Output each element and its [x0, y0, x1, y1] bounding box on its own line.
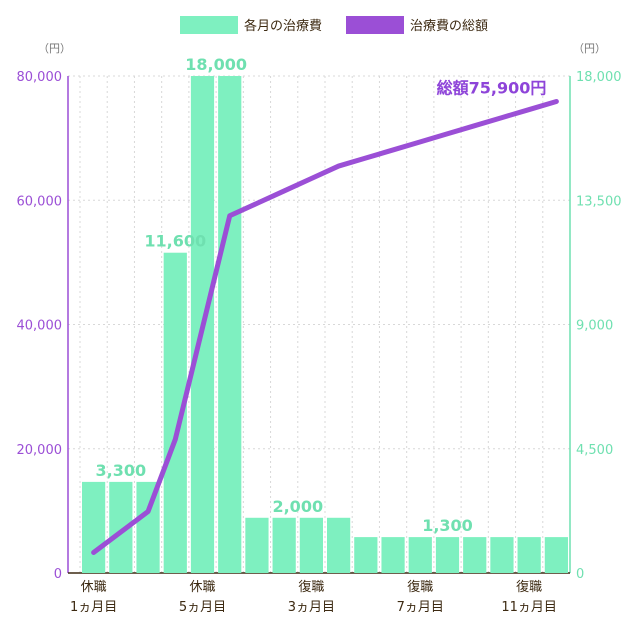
- legend: 各月の治療費 治療費の総額: [180, 16, 488, 34]
- left-tick-label: 20,000: [17, 443, 63, 458]
- bar: [490, 537, 514, 573]
- total-series-line: [91, 98, 559, 555]
- bar: [82, 481, 106, 573]
- category-labels: 休職 1ヵ月目 休職 5ヵ月目 復職 3ヵ月目 復職 7ヵ月目 復職 11ヵ月目: [70, 579, 557, 615]
- left-tick-label: 40,000: [17, 319, 63, 334]
- right-axis-unit: （円）: [573, 42, 606, 55]
- bar: [163, 252, 187, 573]
- bar: [272, 517, 296, 573]
- category-label-line1: 復職: [298, 579, 324, 595]
- data-label: 1,300: [422, 516, 473, 535]
- bar: [136, 481, 160, 573]
- bar: [463, 537, 487, 573]
- right-tick-label: 4,500: [576, 443, 613, 458]
- total-label: 総額75,900円: [437, 78, 547, 97]
- right-tick-label: 18,000: [576, 70, 622, 85]
- data-label: 11,600: [144, 232, 206, 251]
- bar: [327, 517, 351, 573]
- total-line: [91, 98, 559, 555]
- bar: [354, 537, 378, 573]
- data-label: 2,000: [272, 497, 323, 516]
- legend-swatch-total: [346, 16, 404, 34]
- category-label-line1: 休職: [189, 580, 215, 595]
- left-axis-unit: （円）: [38, 42, 71, 55]
- bar: [381, 537, 405, 573]
- tick-labels: 80,000 60,000 40,000 20,000 0 18,000 13,500 9,0…: [17, 70, 622, 582]
- category-label-line2: 11ヵ月目: [501, 600, 557, 615]
- right-tick-label: 13,500: [576, 194, 622, 209]
- bar: [245, 517, 269, 573]
- bar: [408, 537, 432, 573]
- bar: [299, 517, 323, 573]
- bar: [544, 537, 568, 573]
- data-labels: 3,300 11,600 18,000 2,000 1,300 総額75,900円: [96, 55, 547, 535]
- right-tick-label: 0: [576, 567, 584, 582]
- category-label-line1: 休職: [81, 580, 107, 595]
- bars: [82, 76, 568, 573]
- bar: [218, 76, 242, 573]
- bar: [435, 537, 460, 573]
- bar: [517, 537, 541, 573]
- data-label: 3,300: [96, 461, 147, 480]
- left-tick-label: 60,000: [17, 194, 63, 209]
- left-tick-label: 80,000: [17, 70, 63, 85]
- category-label-line2: 7ヵ月目: [397, 600, 444, 615]
- category-label-line2: 1ヵ月目: [70, 600, 117, 615]
- category-label-line1: 復職: [516, 579, 542, 595]
- right-tick-label: 9,000: [576, 319, 613, 334]
- legend-label-total: 治療費の総額: [410, 19, 488, 34]
- bar: [109, 481, 133, 573]
- legend-label-monthly: 各月の治療費: [244, 18, 322, 34]
- left-tick-label: 0: [54, 567, 62, 582]
- category-label-line2: 5ヵ月目: [179, 600, 226, 615]
- legend-swatch-monthly: [180, 16, 238, 34]
- data-label: 18,000: [185, 55, 247, 74]
- category-label-line1: 復職: [407, 579, 433, 595]
- category-label-line2: 3ヵ月目: [288, 600, 335, 615]
